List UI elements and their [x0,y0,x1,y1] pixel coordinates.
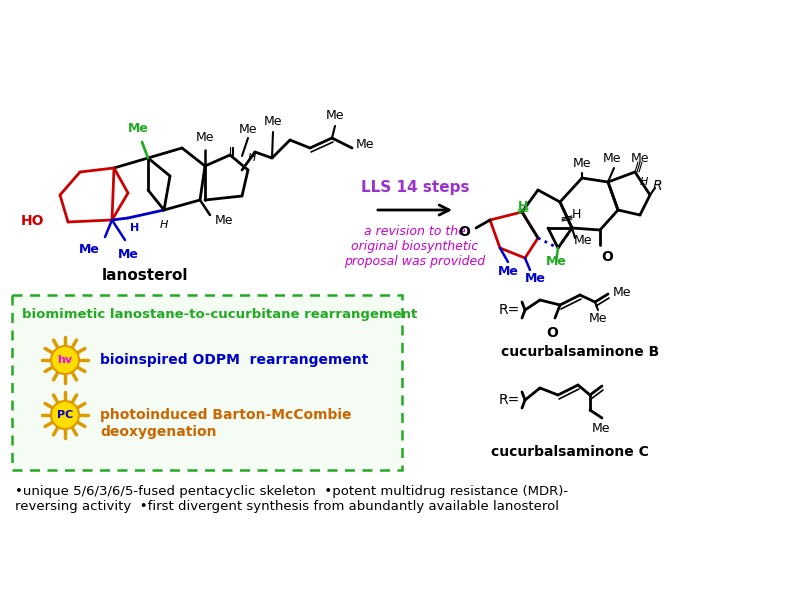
Text: Me: Me [589,312,607,325]
Text: O: O [546,326,558,340]
Text: H: H [160,220,168,230]
Text: H: H [572,208,582,221]
Text: •unique 5/6/3/6/5-fused pentacyclic skeleton  •potent multidrug resistance (MDR): •unique 5/6/3/6/5-fused pentacyclic skel… [15,485,568,498]
Text: Me: Me [356,139,374,151]
Text: Me: Me [602,152,622,165]
Text: R: R [653,179,662,193]
Text: H: H [130,223,139,233]
Text: cucurbalsaminone C: cucurbalsaminone C [491,445,649,459]
Text: Me: Me [127,122,149,135]
Text: bioinspired ODPM  rearrangement: bioinspired ODPM rearrangement [100,353,368,367]
Text: Me: Me [574,233,593,247]
Text: Me: Me [215,214,234,226]
Circle shape [51,401,79,429]
Text: lanosterol: lanosterol [102,268,188,283]
Text: Me: Me [525,272,546,285]
Text: biomimetic lanostane-to-cucurbitane rearrangement: biomimetic lanostane-to-cucurbitane rear… [22,308,418,321]
Text: Me: Me [238,123,258,136]
Text: hv: hv [58,355,73,365]
Text: a revision to the
original biosynthetic
proposal was provided: a revision to the original biosynthetic … [345,225,486,268]
Text: Me: Me [592,422,610,435]
Text: PC: PC [57,410,73,420]
Text: O: O [601,250,613,264]
Text: Me: Me [573,157,591,170]
Text: Me: Me [613,286,631,298]
Text: R=: R= [498,303,520,317]
Text: H: H [248,153,256,163]
Text: Me: Me [546,255,566,268]
Text: Me: Me [264,115,282,128]
Text: HO: HO [21,214,44,228]
Text: cucurbalsaminone B: cucurbalsaminone B [501,345,659,359]
Text: deoxygenation: deoxygenation [100,425,217,439]
Text: H: H [640,177,648,187]
Text: Me: Me [498,265,518,278]
Text: Me: Me [326,109,344,122]
Text: LLS 14 steps: LLS 14 steps [361,180,470,195]
Text: O: O [458,225,470,239]
FancyArrowPatch shape [378,205,449,215]
Circle shape [51,346,79,374]
Text: Me: Me [196,131,214,144]
Text: Me: Me [630,152,650,165]
Text: Me: Me [118,248,138,261]
Text: photoinduced Barton-McCombie: photoinduced Barton-McCombie [100,408,351,422]
Bar [12,295,402,470]
Text: H: H [518,200,528,214]
Text: reversing activity  •first divergent synthesis from abundantly available lanoste: reversing activity •first divergent synt… [15,500,559,513]
Text: R=: R= [498,393,520,407]
Text: Me: Me [79,243,100,256]
